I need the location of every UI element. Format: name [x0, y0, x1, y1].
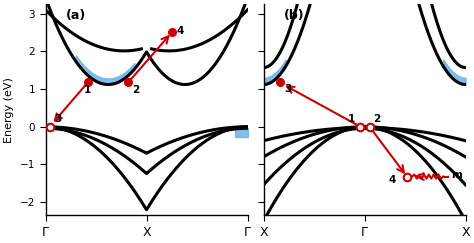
Text: 2: 2 [132, 85, 140, 95]
Text: 4: 4 [177, 26, 184, 36]
Text: 4: 4 [389, 175, 396, 185]
Y-axis label: Energy (eV): Energy (eV) [4, 77, 14, 143]
Text: 3: 3 [55, 114, 62, 124]
Text: (b): (b) [284, 9, 304, 22]
Text: (a): (a) [66, 9, 86, 22]
Text: 1: 1 [347, 114, 355, 124]
Text: m: m [451, 170, 462, 180]
Text: 2: 2 [374, 114, 381, 124]
Text: 3: 3 [285, 84, 292, 94]
Text: 1: 1 [84, 85, 91, 95]
